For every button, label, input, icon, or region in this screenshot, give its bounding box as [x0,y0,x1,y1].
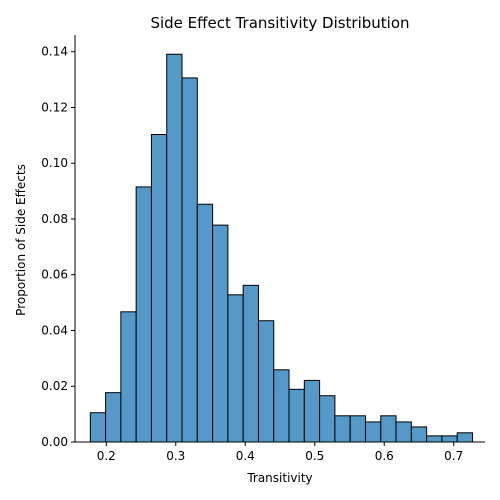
y-tick-label-6: 0.12 [41,100,68,114]
histogram-bar-16 [334,415,351,443]
histogram-bar-22 [426,435,443,443]
histogram-bar-13 [288,388,305,443]
y-tick-label-2: 0.04 [41,323,68,337]
y-axis-label: Proportion of Side Effects [14,164,28,316]
axes-group [74,35,485,443]
x-tick-label-2: 0.4 [236,449,255,463]
histogram-bar-4 [150,134,168,443]
histogram-bar-24 [456,432,473,443]
x-ticks-group: 0.2 0.3 0.4 0.5 0.6 0.7 [97,442,463,463]
histogram-bar-20 [395,421,412,443]
histogram-bar-14 [303,379,321,443]
histogram-bar-3 [135,186,152,443]
x-tick-label-1: 0.3 [166,449,185,463]
histogram-bar-19 [380,415,397,443]
y-tick-label-5: 0.10 [41,156,68,170]
histogram-bar-9 [227,294,244,443]
x-tick-label-4: 0.6 [375,449,394,463]
y-tick-label-0: 0.00 [41,435,68,449]
histogram-bar-18 [364,421,382,443]
y-tick-label-7: 0.14 [41,45,68,59]
histogram-bar-17 [349,415,366,443]
histogram-bar-21 [410,426,428,443]
histogram-bar-11 [257,320,275,443]
histogram-bar-15 [319,395,336,443]
x-tick-label-0: 0.2 [97,449,116,463]
chart-title: Side Effect Transitivity Distribution [150,14,409,32]
y-tick-label-1: 0.02 [41,379,68,393]
histogram-bar-8 [212,224,229,443]
histogram-bar-23 [441,435,458,443]
histogram-bar-2 [120,311,137,443]
x-axis-label: Transitivity [246,471,312,485]
histogram-bar-10 [242,284,259,443]
y-tick-label-3: 0.06 [41,268,68,282]
histogram-bar-1 [105,392,122,443]
histogram-bar-6 [181,77,198,443]
y-ticks-group: 0.00 0.02 0.04 0.06 0.08 0.10 0.12 0.14 [41,45,75,449]
histogram-bar-5 [166,53,183,443]
x-tick-label-3: 0.5 [305,449,324,463]
histogram-bar-0 [89,412,107,443]
histogram-bar-12 [273,369,290,443]
y-tick-label-4: 0.08 [41,212,68,226]
bars-group [89,53,473,443]
x-tick-label-5: 0.7 [444,449,463,463]
histogram-bar-7 [196,203,214,443]
